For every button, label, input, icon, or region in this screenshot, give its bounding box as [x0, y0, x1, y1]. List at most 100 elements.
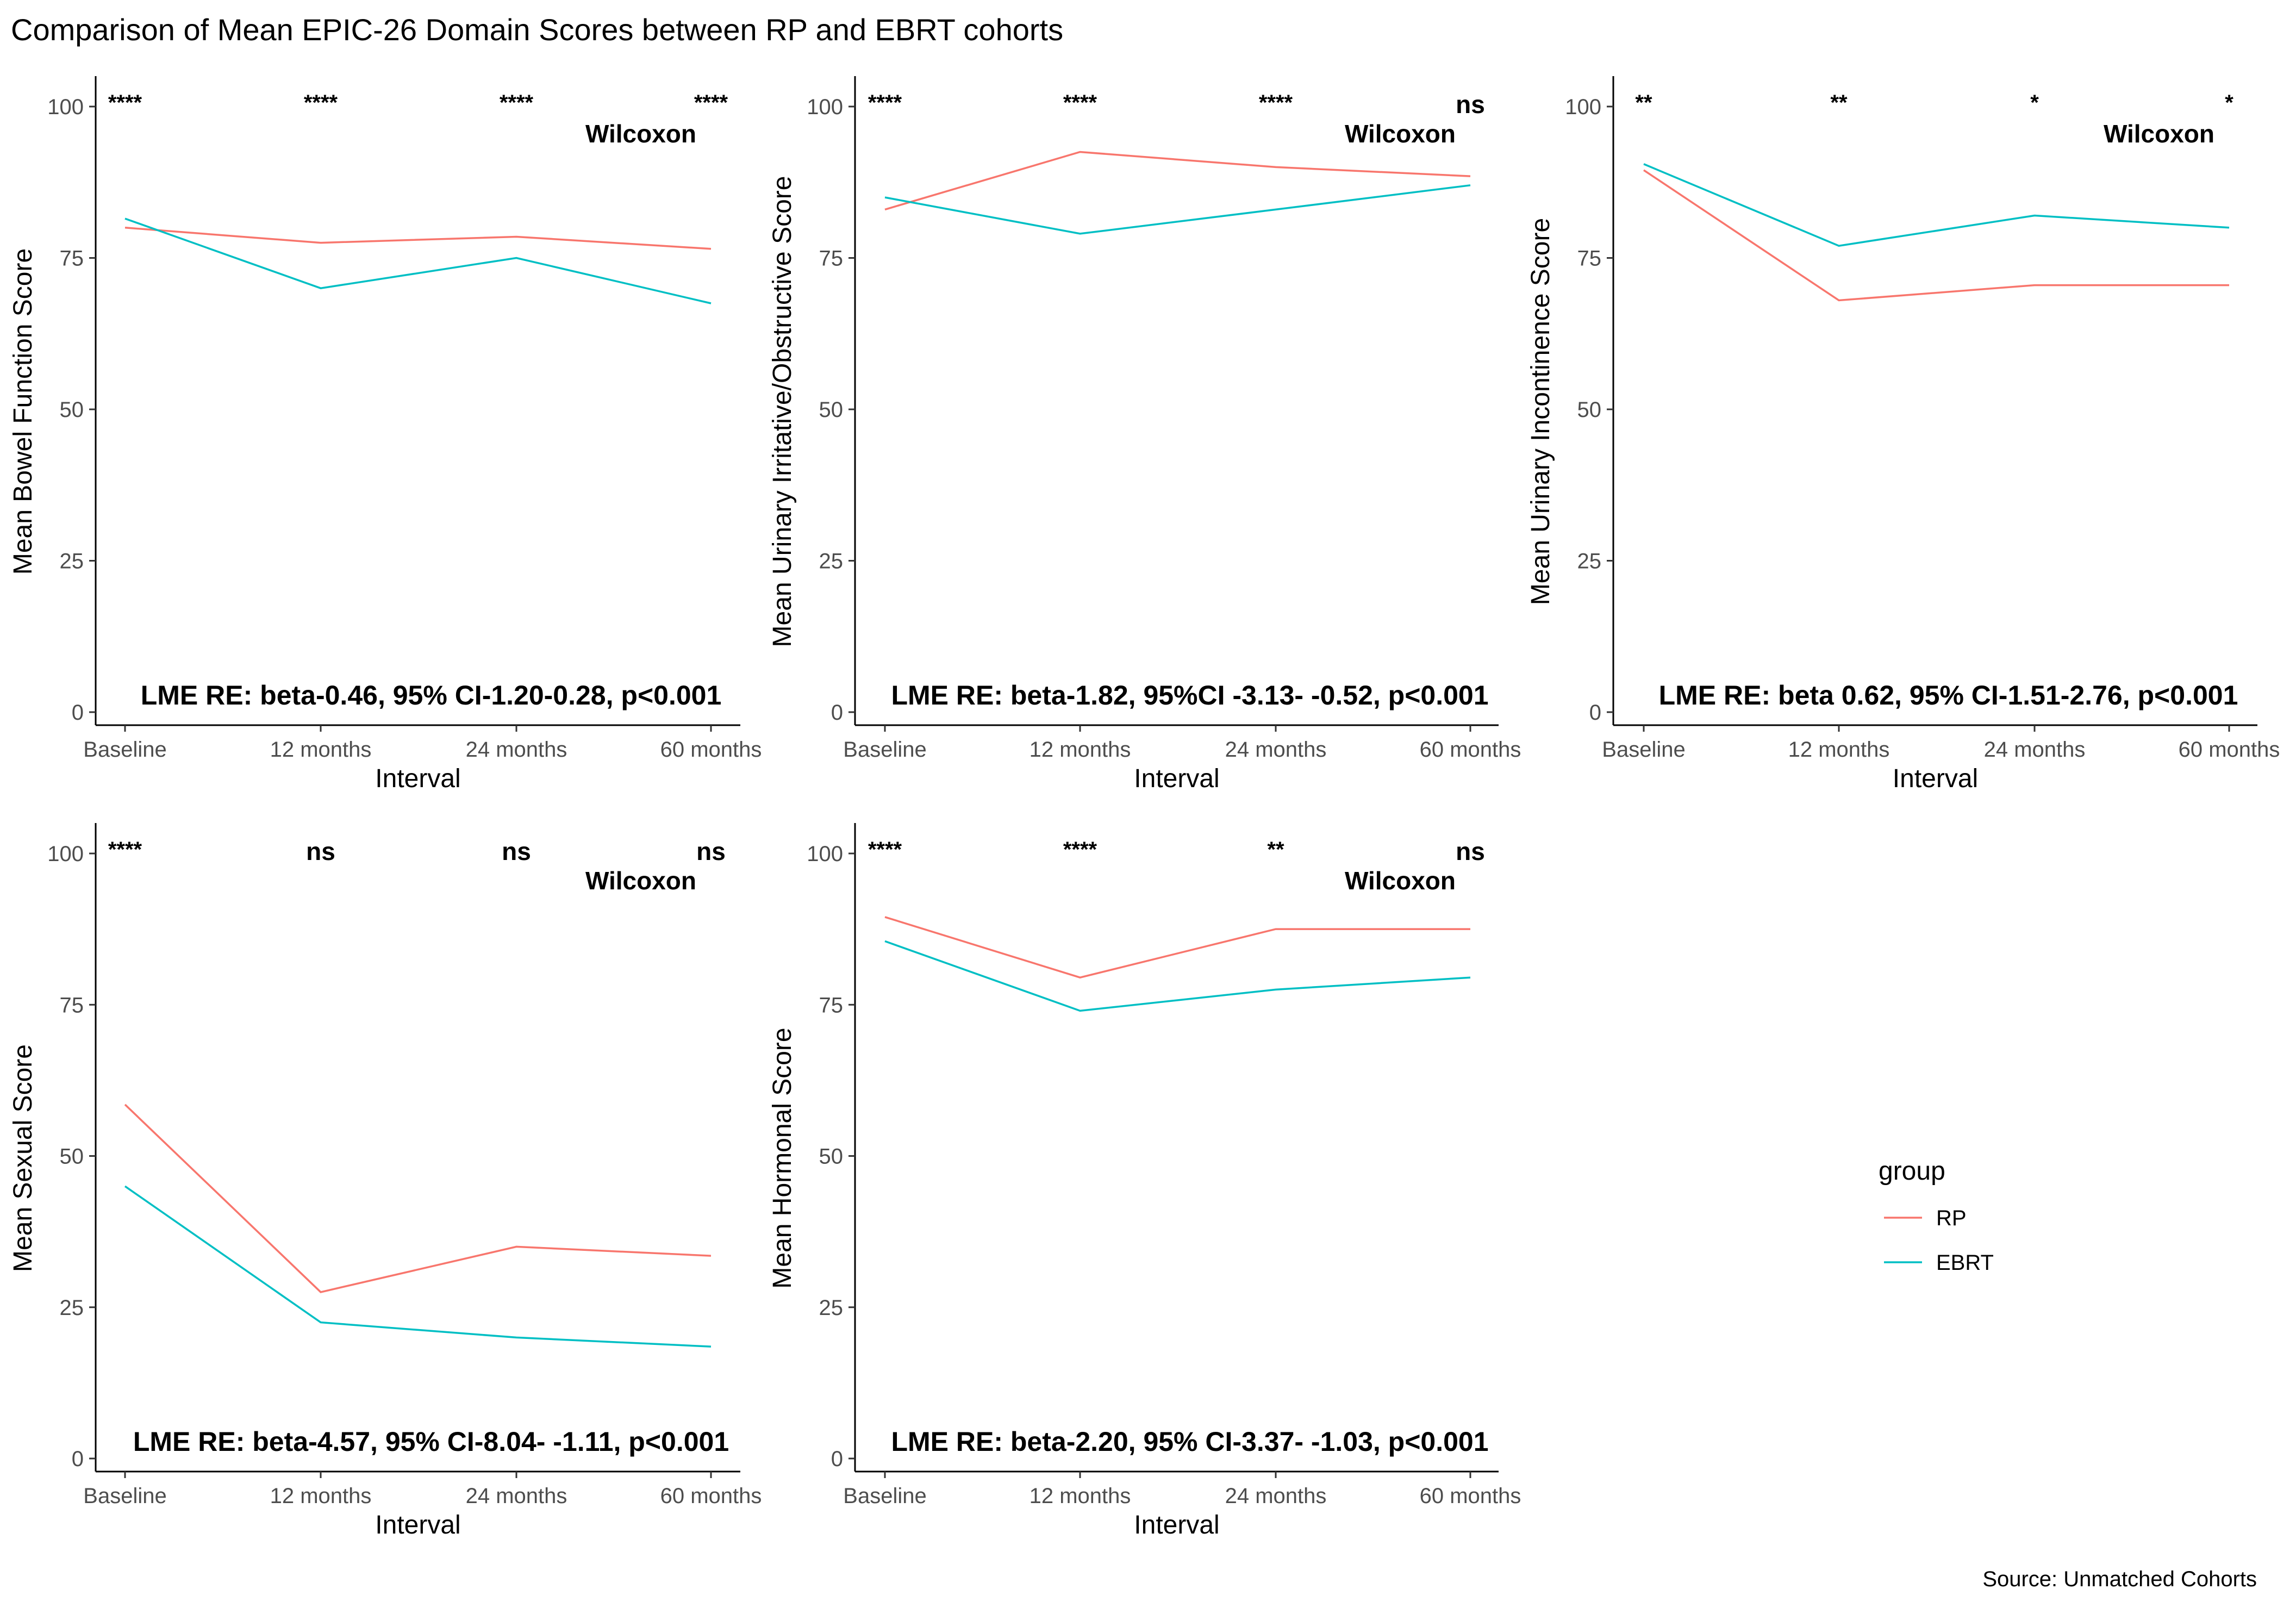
x-tick-label: 60 months [660, 738, 762, 762]
x-tick-label: Baseline [843, 1484, 926, 1508]
significance-label: **** [694, 91, 728, 115]
panel-4: 0 25 50 75 100 Baseline 12 months 24 months 60 m… [9, 823, 762, 1540]
y-tick-label: 0 [1589, 701, 1601, 725]
y-tick-label: 0 [72, 1447, 84, 1471]
y-tick-label: 75 [1577, 247, 1602, 271]
y-tick-label: 25 [819, 550, 844, 574]
significance-label: **** [108, 838, 142, 862]
y-tick-label: 100 [1565, 95, 1601, 119]
y-tick-label: 50 [1577, 398, 1602, 422]
lme-annotation: LME RE: beta-1.82, 95%CI -3.13- -0.52, p… [891, 680, 1488, 710]
series-line-ebrt [884, 940, 1471, 1012]
x-tick-label: 12 months [270, 1484, 372, 1508]
x-tick-label: 12 months [1788, 738, 1890, 762]
x-axis-title: Interval [375, 764, 460, 793]
significance-label: ns [306, 837, 335, 865]
lme-annotation: LME RE: beta-0.46, 95% CI-1.20-0.28, p<0… [141, 680, 722, 710]
panel-2: 0 25 50 75 100 Baseline 12 months 24 months 60 m… [768, 76, 1521, 793]
significance-label: **** [868, 91, 902, 115]
y-axis-title: Mean Urinary Incontinence Score [1526, 218, 1555, 605]
series-line-ebrt [124, 217, 712, 304]
test-label: Wilcoxon [585, 867, 696, 895]
x-axis-title: Interval [1893, 764, 1978, 793]
significance-label: **** [868, 838, 902, 862]
lme-annotation: LME RE: beta-2.20, 95% CI-3.37- -1.03, p… [891, 1426, 1488, 1457]
test-label: Wilcoxon [585, 120, 696, 148]
y-axis-title: Mean Bowel Function Score [9, 248, 38, 575]
x-tick-label: Baseline [1602, 738, 1685, 762]
significance-label: ** [1267, 838, 1284, 862]
x-tick-label: 24 months [1225, 1484, 1327, 1508]
significance-label: ns [1456, 837, 1485, 865]
x-tick-label: 60 months [1420, 1484, 1521, 1508]
y-axis-title: Mean Hormonal Score [768, 1027, 797, 1288]
series-line-ebrt [1643, 163, 2230, 247]
x-tick-label: 60 months [1420, 738, 1521, 762]
y-tick-label: 100 [47, 95, 84, 119]
significance-label: **** [1063, 838, 1097, 862]
y-tick-label: 100 [807, 842, 843, 866]
x-tick-label: 24 months [466, 738, 567, 762]
significance-label: ns [1456, 90, 1485, 119]
y-tick-label: 0 [831, 701, 843, 725]
significance-label: **** [304, 91, 338, 115]
panel-5: 0 25 50 75 100 Baseline 12 months 24 months 60 m… [768, 823, 1521, 1540]
series-line-ebrt [124, 1185, 712, 1348]
y-tick-label: 75 [819, 247, 844, 271]
x-tick-label: 60 months [660, 1484, 762, 1508]
y-tick-label: 25 [60, 1296, 84, 1320]
y-tick-label: 75 [819, 993, 844, 1017]
lme-annotation: LME RE: beta 0.62, 95% CI-1.51-2.76, p<0… [1659, 680, 2238, 710]
significance-label: ns [696, 837, 726, 865]
series-line-rp [1643, 169, 2229, 302]
y-axis-title: Mean Urinary Irritative/Obstructive Scor… [768, 176, 797, 647]
legend-title: group [1879, 1157, 1945, 1186]
significance-label: **** [1259, 91, 1293, 115]
source-caption: Source: Unmatched Cohorts [1982, 1567, 2257, 1591]
x-tick-label: 12 months [1030, 738, 1131, 762]
significance-label: * [2225, 91, 2233, 115]
test-label: Wilcoxon [1345, 867, 1456, 895]
significance-label: * [2030, 91, 2039, 115]
y-tick-label: 50 [819, 398, 844, 422]
panel-1: 0 25 50 75 100 Baseline 12 months 24 months 60 m… [9, 76, 762, 793]
significance-label: **** [108, 91, 142, 115]
x-tick-label: Baseline [843, 738, 926, 762]
lme-annotation: LME RE: beta-4.57, 95% CI-8.04- -1.11, p… [133, 1426, 729, 1457]
x-tick-label: 24 months [1225, 738, 1327, 762]
y-tick-label: 25 [819, 1296, 844, 1320]
significance-label: **** [1063, 91, 1097, 115]
y-tick-label: 0 [831, 1447, 843, 1471]
legend: group RP EBRT [1879, 1157, 1994, 1275]
y-tick-label: 0 [72, 701, 84, 725]
x-axis-title: Interval [375, 1511, 460, 1540]
y-tick-label: 25 [60, 550, 84, 574]
figure-title: Comparison of Mean EPIC-26 Domain Scores… [11, 13, 1063, 47]
y-tick-label: 75 [60, 247, 84, 271]
y-tick-label: 100 [807, 95, 843, 119]
panel-3: 0 25 50 75 100 Baseline 12 months 24 months 60 m… [1526, 76, 2280, 793]
legend-label-ebrt: EBRT [1936, 1251, 1994, 1275]
y-tick-label: 75 [60, 993, 84, 1017]
x-tick-label: 12 months [270, 738, 372, 762]
significance-label: ns [502, 837, 531, 865]
x-tick-label: 24 months [466, 1484, 567, 1508]
x-tick-label: 12 months [1030, 1484, 1131, 1508]
x-tick-label: 24 months [1984, 738, 2086, 762]
y-tick-label: 50 [60, 1145, 84, 1169]
legend-label-rp: RP [1936, 1206, 1967, 1230]
series-line-rp [124, 227, 712, 250]
y-tick-label: 50 [819, 1145, 844, 1169]
y-tick-label: 100 [47, 842, 84, 866]
x-tick-label: Baseline [83, 738, 166, 762]
series-line-rp [884, 916, 1470, 979]
panels: 0 25 50 75 100 Baseline 12 months 24 months 60 m… [9, 76, 2280, 1540]
y-tick-label: 50 [60, 398, 84, 422]
x-tick-label: 60 months [2179, 738, 2280, 762]
y-axis-title: Mean Sexual Score [9, 1044, 38, 1272]
x-tick-label: Baseline [83, 1484, 166, 1508]
series-line-rp [124, 1104, 712, 1293]
significance-label: ** [1635, 91, 1652, 115]
series-line-ebrt [884, 184, 1471, 235]
